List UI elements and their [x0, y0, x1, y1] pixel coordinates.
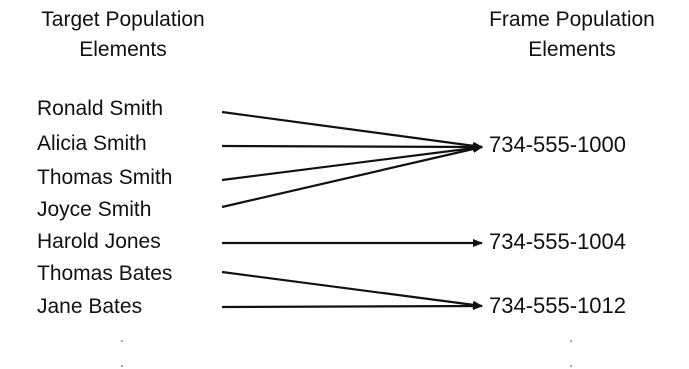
ellipsis-dot-left	[121, 365, 123, 367]
target-element: Thomas Smith	[37, 166, 173, 189]
ellipsis-dot-right	[570, 365, 572, 367]
target-element: Thomas Bates	[37, 262, 173, 285]
mapping-arrow	[221, 110, 483, 150]
target-header-line1: Target Population	[41, 8, 205, 31]
frame-element: 734-555-1000	[489, 132, 627, 157]
target-element: Joyce Smith	[37, 198, 152, 221]
ellipsis-dot-left	[121, 340, 123, 342]
mapping-arrow	[221, 142, 483, 151]
frame-header-line1: Frame Population	[489, 8, 655, 31]
frame-element: 734-555-1012	[489, 293, 627, 318]
mapping-arrow	[221, 145, 483, 209]
target-element: Ronald Smith	[37, 97, 164, 120]
target-population-header: Target Population Elements	[0, 5, 246, 65]
ellipsis-dot-right	[570, 340, 572, 342]
frame-element: 734-555-1004	[489, 229, 627, 254]
target-element: Harold Jones	[37, 230, 161, 253]
target-header-line2: Elements	[79, 38, 167, 61]
frame-header-line2: Elements	[528, 38, 616, 61]
frame-population-header: Frame Population Elements	[455, 5, 689, 65]
mapping-arrow	[221, 302, 483, 311]
mapping-arrow	[221, 270, 483, 309]
target-element: Alicia Smith	[37, 132, 147, 155]
target-element: Jane Bates	[37, 295, 143, 318]
mapping-arrow	[221, 144, 483, 182]
